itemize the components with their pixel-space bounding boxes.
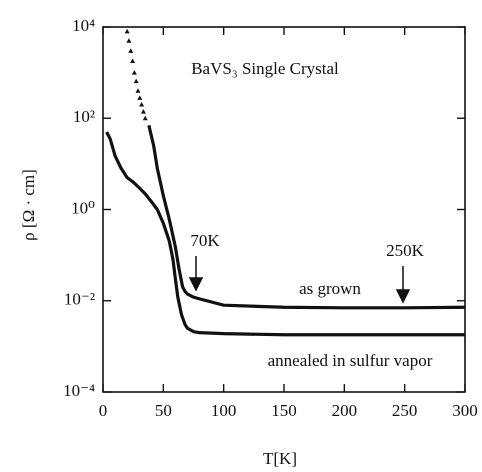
series-label: as grown <box>299 279 361 298</box>
arrow <box>188 256 411 304</box>
x-tick-label: 0 <box>99 401 108 420</box>
series-line <box>105 131 465 337</box>
data-point <box>130 58 136 63</box>
data-point <box>142 115 148 121</box>
data-point <box>139 102 145 107</box>
series-line <box>147 124 466 310</box>
x-tick-label: 150 <box>271 401 297 420</box>
data-point <box>128 48 134 53</box>
x-tick-label: 100 <box>211 401 237 420</box>
data-point <box>133 78 139 84</box>
y-tick-label: 10⁰ <box>71 198 95 217</box>
x-tick-label: 50 <box>155 401 172 420</box>
annotation: BaVS₃ Single Crystal <box>191 59 339 78</box>
x-axis-label: T[K] <box>263 449 297 468</box>
y-tick-label: 10² <box>73 107 95 126</box>
data-point <box>131 70 137 75</box>
x-tick-label: 200 <box>332 401 358 420</box>
annotation: 250K <box>386 241 425 260</box>
data-point <box>124 28 130 34</box>
x-tick-label: 250 <box>392 401 418 420</box>
series-label: annealed in sulfur vapor <box>268 351 433 370</box>
data-point <box>135 88 141 93</box>
data-point <box>137 95 143 100</box>
y-tick-label: 10⁻² <box>64 290 95 309</box>
y-axis-label: ρ [Ω · cm] <box>19 169 38 241</box>
y-tick-label: 10⁴ <box>72 16 95 35</box>
data-point <box>126 38 132 43</box>
data-point <box>140 109 146 114</box>
x-tick-label: 300 <box>452 401 478 420</box>
y-tick-label: 10⁻⁴ <box>63 381 95 400</box>
annotation: 70K <box>190 231 220 250</box>
